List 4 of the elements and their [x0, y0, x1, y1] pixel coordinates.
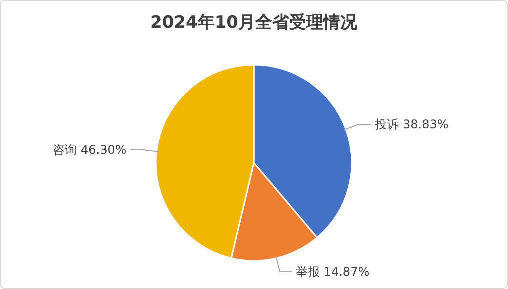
chart-title: 2024年10月全省受理情况: [150, 13, 358, 33]
slice-label: 投诉 38.83%: [374, 118, 449, 132]
slice-label: 举报 14.87%: [296, 265, 370, 280]
slice-label: 咨询 46.30%: [53, 143, 127, 158]
